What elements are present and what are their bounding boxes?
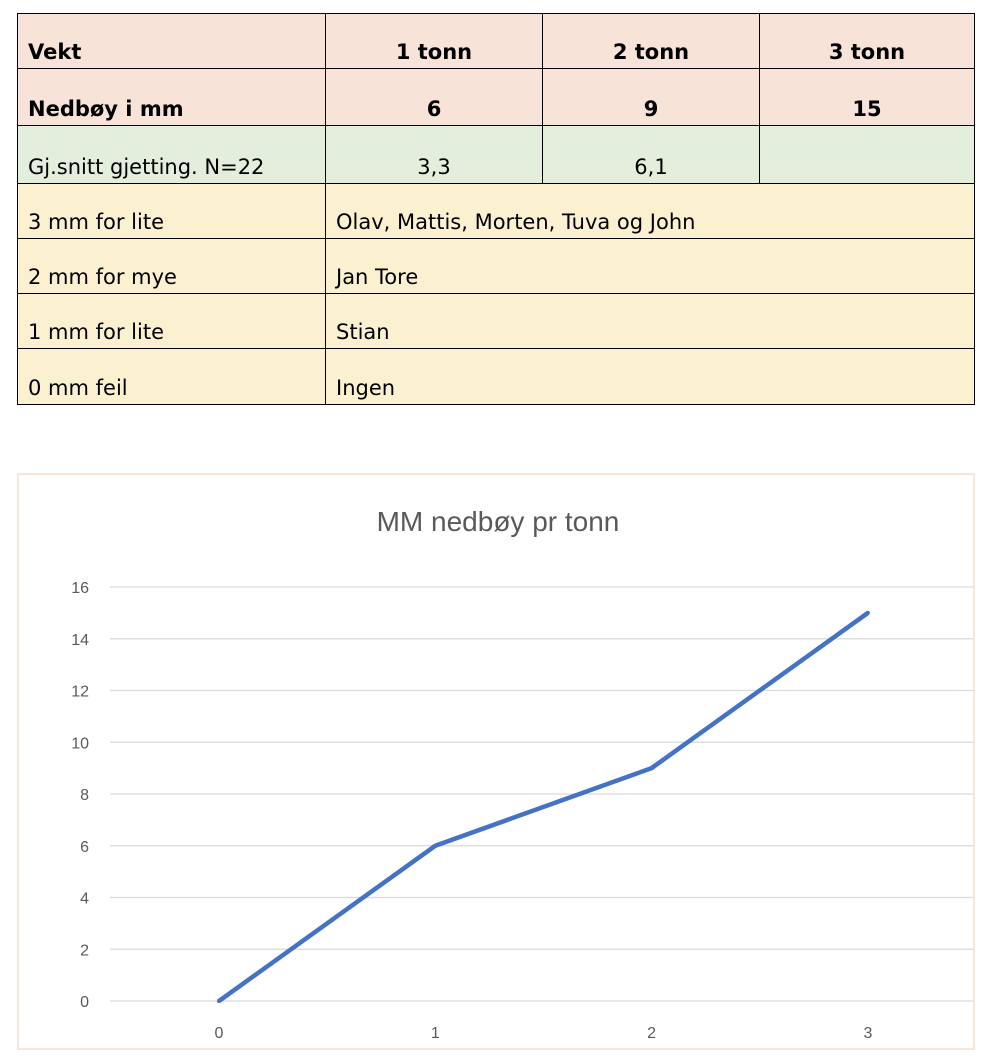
x-tick-label: 3 <box>863 1025 872 1042</box>
actual-label: Nedbøy i mm <box>17 68 326 126</box>
y-tick-label: 2 <box>80 942 89 959</box>
guess-cell <box>759 125 975 184</box>
result-label: 2 mm for mye <box>17 238 326 294</box>
result-row: 3 mm for lite Olav, Mattis, Morten, Tuva… <box>17 183 975 239</box>
result-label: 1 mm for lite <box>17 293 326 349</box>
data-point <box>865 610 870 615</box>
header-cell: 3 tonn <box>759 13 975 69</box>
data-point <box>433 843 438 848</box>
result-label: 0 mm feil <box>17 348 326 405</box>
y-tick-label: 8 <box>80 787 89 804</box>
guess-row: Gj.snitt gjetting. N=22 3,3 6,1 <box>17 125 975 184</box>
y-tick-label: 6 <box>80 839 89 856</box>
y-tick-label: 12 <box>71 684 89 701</box>
result-row: 1 mm for lite Stian <box>17 293 975 349</box>
rain-table: Vekt 1 tonn 2 tonn 3 tonn Nedbøy i mm 6 … <box>17 13 975 405</box>
guess-cell: 6,1 <box>542 125 760 184</box>
x-tick-label: 0 <box>215 1025 224 1042</box>
guess-label: Gj.snitt gjetting. N=22 <box>17 125 326 184</box>
x-tick-label: 2 <box>647 1025 656 1042</box>
y-tick-label: 14 <box>71 632 89 649</box>
y-tick-label: 0 <box>80 994 89 1011</box>
header-cell: Vekt <box>17 13 326 69</box>
y-tick-label: 4 <box>80 891 89 908</box>
data-point <box>217 999 221 1003</box>
header-cell: 2 tonn <box>542 13 760 69</box>
actual-row: Nedbøy i mm 6 9 15 <box>17 68 975 126</box>
actual-cell: 15 <box>759 68 975 126</box>
header-row: Vekt 1 tonn 2 tonn 3 tonn <box>17 13 975 69</box>
guess-cell: 3,3 <box>325 125 543 184</box>
x-tick-label: 1 <box>431 1025 440 1042</box>
result-names: Olav, Mattis, Morten, Tuva og John <box>325 183 975 239</box>
header-cell: 1 tonn <box>325 13 543 69</box>
actual-cell: 6 <box>325 68 543 126</box>
line-chart: MM nedbøy pr tonn 0 2 4 6 8 10 12 14 16 0 1 2 3 <box>17 473 977 1050</box>
result-row: 0 mm feil Ingen <box>17 348 975 405</box>
result-row: 2 mm for mye Jan Tore <box>17 238 975 294</box>
result-names: Jan Tore <box>325 238 975 294</box>
chart-title: MM nedbøy pr tonn <box>377 506 620 537</box>
result-label: 3 mm for lite <box>17 183 326 239</box>
result-names: Ingen <box>325 348 975 405</box>
data-point <box>649 766 654 771</box>
y-tick-label: 16 <box>71 580 89 597</box>
result-names: Stian <box>325 293 975 349</box>
series-line <box>217 611 870 1003</box>
y-tick-label: 10 <box>71 735 89 752</box>
actual-cell: 9 <box>542 68 760 126</box>
